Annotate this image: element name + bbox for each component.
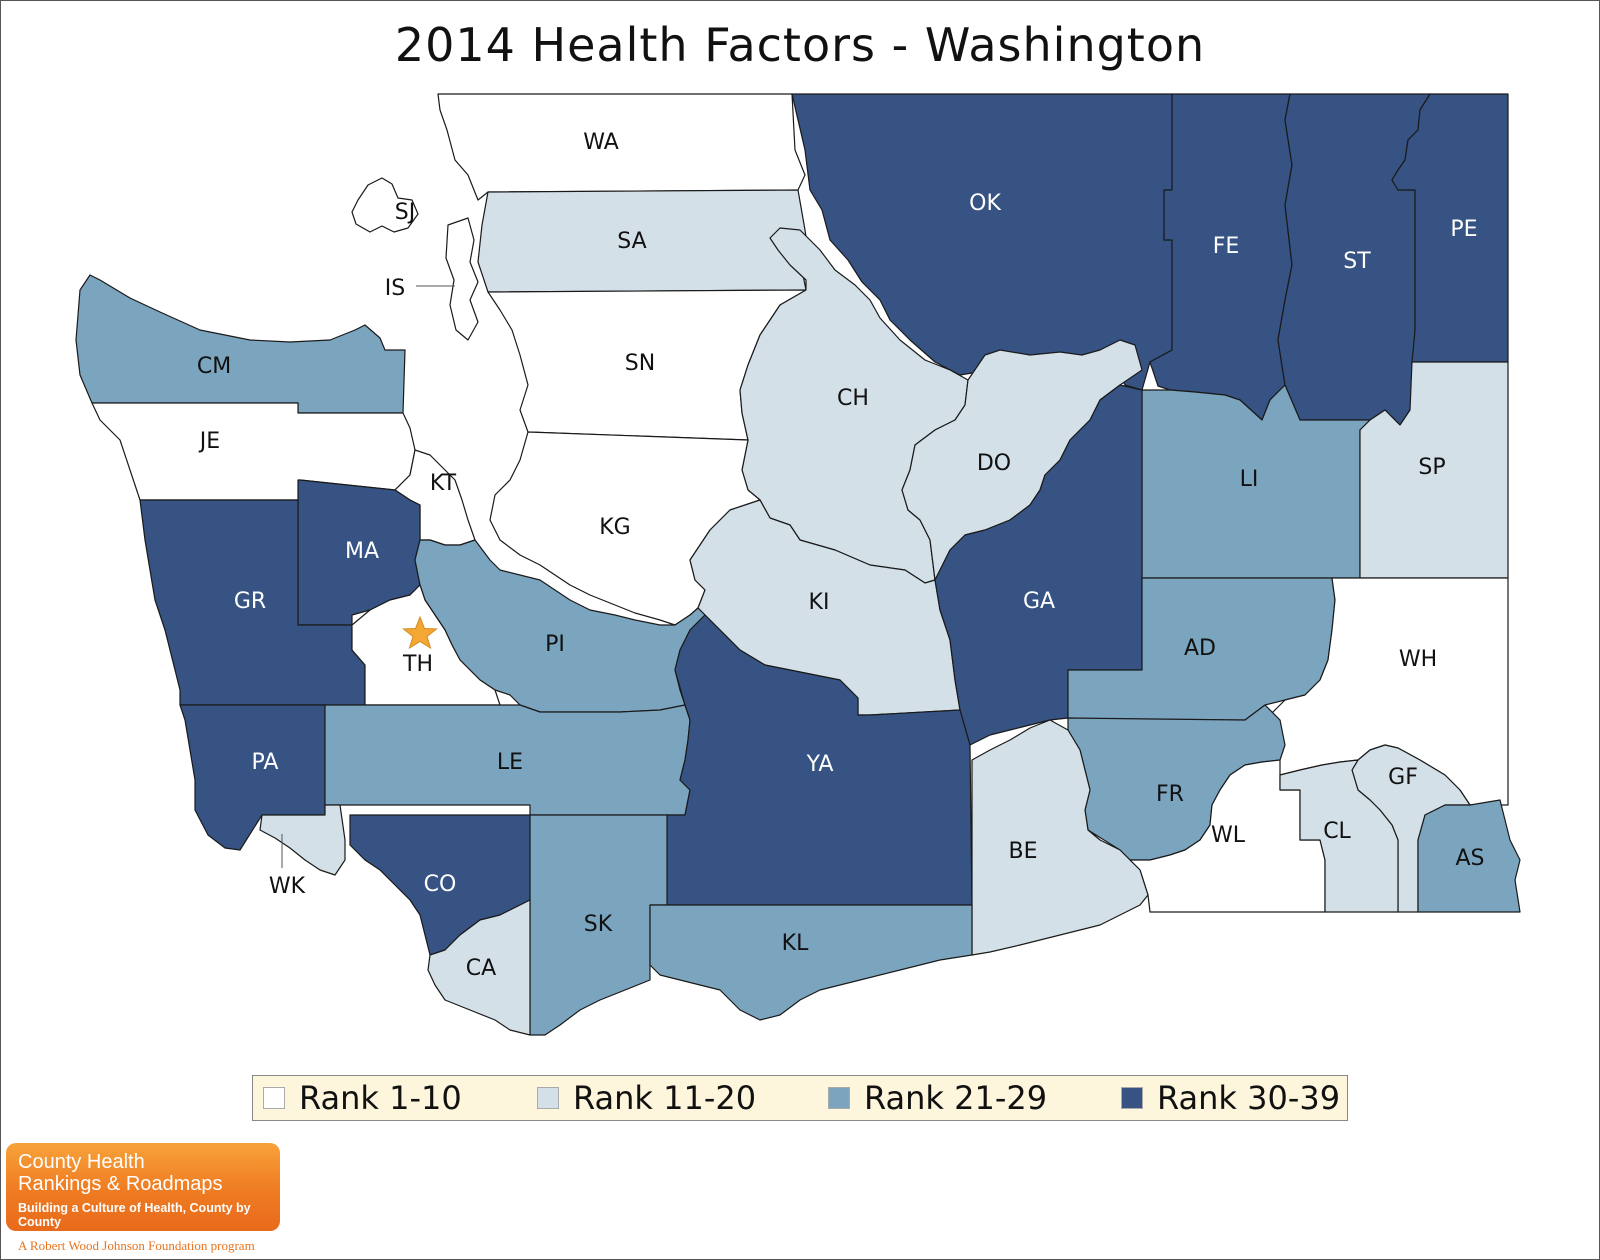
county-wk	[259, 804, 346, 876]
county-je	[91, 402, 416, 501]
county-label-as: AS	[1455, 846, 1484, 871]
county-label-ya: YA	[806, 752, 834, 777]
county-label-gr: GR	[234, 589, 266, 614]
county-label-li: LI	[1240, 467, 1259, 492]
washington-county-map: WA SJ IS SA OK FE ST PE CM SN CH JE DO LI SP KT KG MA GR KI…	[75, 93, 1521, 1036]
map-title: 2014 Health Factors - Washington	[394, 18, 1206, 72]
legend-label: Rank 11-20	[573, 1079, 757, 1117]
legend-label: Rank 30-39	[1157, 1079, 1341, 1117]
county-label-kt: KT	[430, 471, 457, 496]
county-label-is: IS	[385, 276, 405, 301]
legend-swatch	[828, 1087, 850, 1109]
county-label-th: TH	[402, 652, 433, 677]
county-label-ma: MA	[345, 539, 379, 564]
legend-label: Rank 1-10	[299, 1079, 462, 1117]
logo-line-1: County Health	[18, 1151, 145, 1173]
county-label-je: JE	[198, 429, 220, 454]
county-label-be: BE	[1009, 839, 1038, 864]
county-label-ki: KI	[809, 590, 830, 615]
county-label-sj: SJ	[395, 200, 415, 225]
county-label-sn: SN	[625, 351, 655, 376]
legend-item-rank-1-10: Rank 1-10	[263, 1076, 462, 1120]
county-sj	[351, 177, 419, 233]
county-kl	[649, 904, 973, 1021]
county-cm	[75, 274, 406, 414]
county-label-wk: WK	[269, 874, 306, 899]
county-label-st: ST	[1343, 249, 1371, 274]
county-as	[1417, 799, 1521, 913]
county-label-le: LE	[497, 750, 523, 775]
county-label-pa: PA	[252, 750, 279, 775]
star-icon	[402, 615, 438, 650]
county-cl	[1279, 759, 1399, 913]
county-label-co: CO	[424, 872, 457, 897]
county-label-ch: CH	[837, 386, 869, 411]
county-wl	[1087, 759, 1326, 913]
county-wa	[437, 93, 806, 201]
county-label-sp: SP	[1418, 455, 1445, 480]
county-label-wa: WA	[583, 130, 619, 155]
county-label-wh: WH	[1399, 647, 1437, 672]
county-sk	[529, 814, 668, 1036]
county-label-do: DO	[977, 451, 1011, 476]
county-label-kg: KG	[599, 515, 630, 540]
county-label-cm: CM	[197, 354, 231, 379]
legend-item-rank-30-39: Rank 30-39	[1121, 1076, 1340, 1120]
legend-item-rank-21-29: Rank 21-29	[828, 1076, 1047, 1120]
county-label-ga: GA	[1023, 589, 1055, 614]
logo-tagline: Building a Culture of Health, County by …	[18, 1201, 251, 1229]
county-label-ok: OK	[969, 191, 1001, 216]
county-label-sa: SA	[617, 229, 646, 254]
county-ya	[666, 614, 973, 906]
county-label-sk: SK	[584, 912, 613, 937]
county-label-cl: CL	[1323, 819, 1351, 844]
county-label-fr: FR	[1156, 782, 1184, 807]
county-label-fe: FE	[1213, 234, 1240, 259]
legend-item-rank-11-20: Rank 11-20	[537, 1076, 756, 1120]
county-ga	[934, 384, 1143, 746]
legend-label: Rank 21-29	[864, 1079, 1048, 1117]
county-label-ca: CA	[466, 956, 496, 981]
county-is	[445, 217, 479, 341]
county-ca	[427, 899, 531, 1036]
county-label-wl: WL	[1211, 823, 1246, 848]
legend-swatch	[263, 1087, 285, 1109]
county-health-rankings-logo: County Health Rankings & Roadmaps Buildi…	[6, 1143, 280, 1231]
county-label-pi: PI	[545, 632, 565, 657]
logo-line-2: Rankings & Roadmaps	[18, 1173, 223, 1195]
county-label-pe: PE	[1450, 217, 1477, 242]
county-gr	[139, 499, 366, 706]
county-label-gf: GF	[1388, 765, 1418, 790]
legend-swatch	[537, 1087, 559, 1109]
rwjf-program-text: A Robert Wood Johnson Foundation program	[18, 1238, 255, 1253]
county-label-kl: KL	[782, 931, 809, 956]
county-be	[971, 719, 1149, 956]
county-label-ad: AD	[1184, 636, 1216, 661]
legend: Rank 1-10 Rank 11-20 Rank 21-29 Rank 30-…	[252, 1075, 1348, 1121]
legend-swatch	[1121, 1087, 1143, 1109]
